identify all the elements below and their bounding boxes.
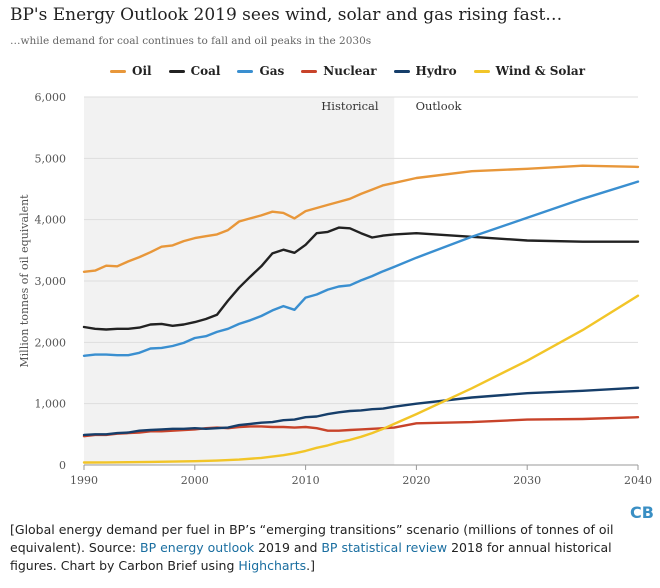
- legend-label: Coal: [190, 64, 221, 78]
- carbon-brief-logo: CB: [630, 503, 654, 522]
- legend-swatch: [301, 69, 318, 73]
- y-tick-label: 2,000: [35, 336, 67, 349]
- x-tick-label: 2010: [292, 474, 320, 487]
- chart-title: BP's Energy Outlook 2019 sees wind, sola…: [10, 5, 563, 25]
- series-line-oil: [82, 164, 640, 273]
- bp-statistical-review-link[interactable]: BP statistical review: [321, 540, 448, 555]
- annotation-outlook: Outlook: [416, 99, 463, 113]
- y-tick-label: 1,000: [35, 398, 67, 411]
- y-tick-label: 5,000: [35, 152, 67, 165]
- caption-text-2: 2019 and: [254, 540, 322, 555]
- bp-energy-outlook-link[interactable]: BP energy outlook: [140, 540, 255, 555]
- highcharts-link[interactable]: Highcharts: [238, 558, 307, 573]
- chart-subtitle: …while demand for coal continues to fall…: [10, 35, 372, 47]
- legend: Oil Coal Gas Nuclear Hydro Wind & Solar: [110, 64, 585, 78]
- chart-caption: [Global energy demand per fuel in BP’s “…: [10, 521, 650, 575]
- x-tick-label: 2040: [624, 474, 652, 487]
- legend-label: Gas: [259, 64, 285, 78]
- legend-item-coal[interactable]: Coal: [168, 64, 221, 78]
- series-line-wind-solar: [82, 294, 640, 464]
- line-chart: 0 1,000 2,000 3,000 4,000 5,000 6,000 1990 2000 2…: [18, 91, 652, 487]
- y-tick-label: 3,000: [35, 275, 67, 288]
- y-tick-label: 4,000: [35, 214, 67, 227]
- legend-swatch: [110, 69, 126, 73]
- series-line-hydro: [82, 386, 640, 437]
- legend-item-gas[interactable]: Gas: [237, 64, 284, 78]
- series-line-coal: [82, 226, 640, 331]
- y-axis-title: Million tonnes of oil equivalent: [18, 194, 31, 368]
- y-tick-label: 6,000: [35, 91, 67, 104]
- x-tick-label: 2000: [181, 474, 209, 487]
- x-tick-label: 2030: [513, 474, 541, 487]
- legend-swatch: [393, 69, 410, 73]
- y-tick-label: 0: [59, 459, 66, 472]
- legend-swatch: [473, 69, 490, 73]
- legend-label: Oil: [132, 64, 152, 78]
- annotation-historical: Historical: [321, 99, 379, 113]
- legend-item-hydro[interactable]: Hydro: [393, 64, 457, 78]
- legend-item-wind-solar[interactable]: Wind & Solar: [473, 64, 586, 78]
- legend-swatch: [168, 69, 185, 73]
- legend-label: Nuclear: [323, 64, 377, 78]
- x-tick-label: 1990: [70, 474, 98, 487]
- legend-swatch: [237, 69, 254, 73]
- series-line-nuclear: [82, 416, 640, 438]
- series-line-gas: [82, 180, 640, 357]
- x-tick-label: 2020: [402, 474, 430, 487]
- legend-label: Hydro: [415, 64, 457, 78]
- legend-label: Wind & Solar: [495, 64, 586, 78]
- caption-text-1: [Global energy demand per fuel in BP’s “…: [10, 522, 614, 555]
- legend-item-nuclear[interactable]: Nuclear: [301, 64, 377, 78]
- caption-text-3: 2018 for annual historical figures. Char…: [10, 540, 612, 573]
- caption-text-4: .]: [306, 558, 315, 573]
- legend-item-oil[interactable]: Oil: [110, 64, 152, 78]
